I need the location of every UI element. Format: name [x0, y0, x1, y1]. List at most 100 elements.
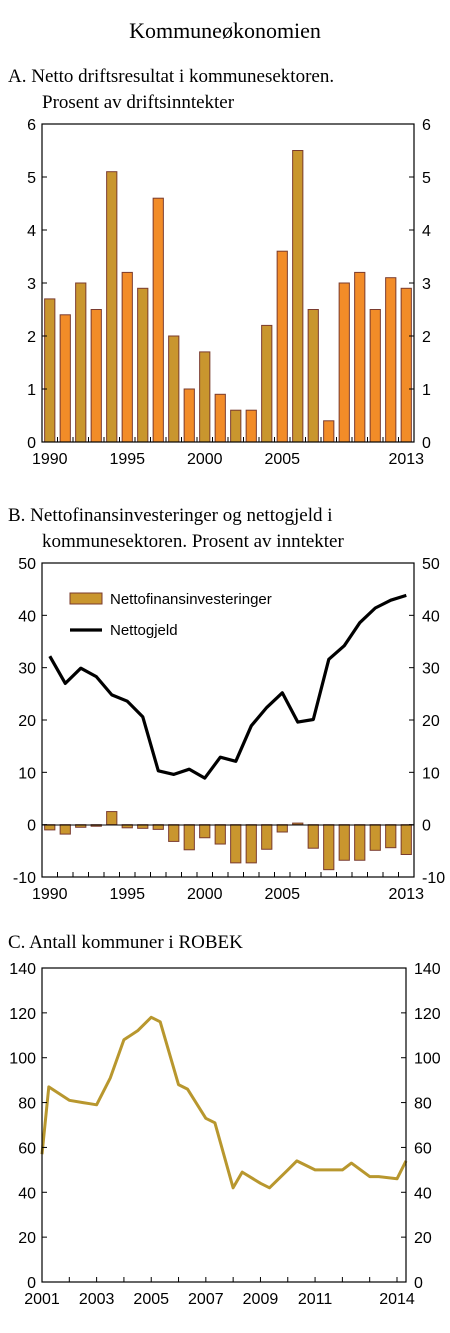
panel-b-bar	[261, 824, 273, 850]
panel-c-ytick-label-left: 0	[27, 1275, 36, 1292]
panel-b-bar	[214, 824, 226, 845]
panel-c-xtick-label: 2014	[379, 1291, 415, 1308]
panel-a-ytick-label-right: 1	[422, 382, 431, 399]
panel-a-bar	[75, 282, 87, 443]
panel-a-bar	[276, 250, 288, 443]
panel-b-bar	[106, 811, 118, 826]
panel-a-bar	[230, 409, 242, 443]
panel-c-ytick-label-left: 40	[18, 1185, 36, 1202]
panel-b-bar	[307, 824, 319, 849]
panel-a-title-line2: Prosent av driftsinntekter	[42, 92, 235, 113]
panel-b-bar	[230, 824, 242, 864]
panel-b-bar	[292, 822, 304, 826]
panel-c-ytick-label-right: 60	[414, 1140, 432, 1157]
panel-c-frame	[41, 967, 407, 1283]
panel-c-robek-line	[40, 1015, 408, 1190]
panel-b-ytick-label-right: 10	[422, 765, 440, 782]
panel-a-bar	[369, 309, 381, 443]
panel-b-axes: -10 -10 0 0 10 10 20 20 30 30 40 40 50 50 1990 1995 2000…	[13, 556, 445, 903]
panel-c-xtick-label: 2009	[243, 1291, 279, 1308]
panel-a-axes: 0 0 1 1 2 2 3 3 4 4 5 5 6 6 1990 1995 2000 2005 2013	[27, 117, 431, 468]
panel-a-ytick-label-left: 2	[27, 329, 36, 346]
panel-b-xtick-label: 1990	[32, 886, 68, 903]
panel-b-nettogjeld-line	[48, 593, 407, 780]
panel-b-bar	[323, 824, 335, 871]
legend-label-line: Nettogjeld	[110, 622, 178, 639]
panel-a-ytick-label-right: 6	[422, 117, 431, 134]
panel-a-xtick-label: 2005	[264, 451, 300, 468]
panel-b-bar	[369, 824, 381, 851]
panel-c-ytick-label-right: 140	[414, 961, 441, 978]
panel-a-ytick-label-right: 5	[422, 170, 431, 187]
panel-b-ytick-label-right: 0	[422, 818, 431, 835]
panel-c-ytick-label-right: 80	[414, 1096, 432, 1113]
panel-a-ytick-label-right: 3	[422, 276, 431, 293]
panel-a-bar	[183, 388, 195, 443]
panel-a-bar	[152, 197, 164, 443]
panel-b-ytick-label-left: 30	[18, 661, 36, 678]
panel-a-xtick-label: 1990	[32, 451, 68, 468]
panel-b-bar	[354, 824, 366, 861]
panel-a-bar	[261, 324, 273, 443]
panel-b-bar	[183, 824, 195, 851]
panel-c-xtick-label: 2001	[24, 1291, 60, 1308]
panel-c-ytick-label-right: 0	[414, 1275, 423, 1292]
panel-a-bar	[400, 287, 412, 443]
panel-b-ytick-label-left: -10	[13, 870, 36, 887]
panel-b-bar	[168, 824, 180, 842]
panel-a-bar	[214, 393, 226, 443]
panel-b-title-line2: kommunesektoren. Prosent av inntekter	[42, 531, 344, 552]
panel-b-ytick-label-right: 50	[422, 556, 440, 573]
panel-a-bar	[121, 271, 133, 443]
panel-a-ytick-label-left: 6	[27, 117, 36, 134]
panel-c-axes: 0 0 20 20 40 40 60 60 80 80 100 100 120 120 140 140 2001…	[9, 961, 441, 1308]
panel-b-xtick-label: 2013	[388, 886, 424, 903]
panel-b-bar	[199, 824, 211, 839]
panel-a-ytick-label-left: 0	[27, 435, 36, 452]
panel-c-ytick-label-right: 120	[414, 1006, 441, 1023]
panel-a-bar	[168, 335, 180, 443]
panel-a-ytick-label-right: 4	[422, 223, 431, 240]
figure-title: Kommuneøkonomien	[129, 18, 321, 43]
panel-b-ytick-label-right: 20	[422, 713, 440, 730]
panel-c-ytick-label-left: 60	[18, 1140, 36, 1157]
panel-b-bar	[276, 824, 288, 833]
panel-b-ytick-label-left: 20	[18, 713, 36, 730]
panel-a-ytick-label-left: 5	[27, 170, 36, 187]
panel-c-xtick-label: 2005	[133, 1291, 169, 1308]
panel-c-ytick-label-left: 140	[9, 961, 36, 978]
panel-a-xtick-label: 2013	[388, 451, 424, 468]
panel-b-bars	[44, 811, 412, 871]
panel-c-ytick-label-left: 80	[18, 1096, 36, 1113]
panel-a-bar	[199, 351, 211, 443]
panel-a: A. Netto driftsresultat i kommunesektore…	[8, 66, 431, 468]
panel-a-xtick-label: 2000	[187, 451, 223, 468]
panel-a-title-line1: A. Netto driftsresultat i kommunesektore…	[8, 66, 334, 87]
panel-b-title-line1: B. Nettofinansinvesteringer og nettogjel…	[8, 505, 333, 526]
panel-a-bar	[44, 298, 56, 443]
panel-c-xtick-label: 2003	[79, 1291, 115, 1308]
panel-c-ytick-label-left: 100	[9, 1051, 36, 1068]
legend-swatch-bar	[69, 592, 103, 605]
panel-a-bar	[59, 314, 71, 443]
panel-a-bar	[292, 150, 304, 443]
panel-b-legend: Nettofinansinvesteringer Nettogjeld	[69, 591, 272, 639]
panel-b-bar	[338, 824, 350, 861]
panel-b-bar	[400, 824, 412, 855]
panel-c-xtick-label: 2011	[298, 1291, 333, 1308]
panel-a-bar	[106, 171, 118, 443]
panel-a-ytick-label-right: 0	[422, 435, 431, 452]
panel-c-ytick-label-right: 100	[414, 1051, 441, 1068]
panel-b-ytick-label-left: 0	[27, 818, 36, 835]
panel-c-title-line1: C. Antall kommuner i ROBEK	[8, 932, 243, 953]
legend-label-bar: Nettofinansinvesteringer	[110, 591, 272, 608]
panel-a-bar	[307, 309, 319, 443]
panel-c-ytick-label-right: 40	[414, 1185, 432, 1202]
panel-b-ytick-label-right: -10	[422, 870, 445, 887]
panel-c: C. Antall kommuner i ROBEK 0 0 20 20 40 40 60 6…	[8, 932, 441, 1308]
panel-a-bar	[323, 420, 335, 443]
panel-a-bar	[90, 309, 102, 443]
panel-b-bar	[385, 824, 397, 849]
panel-c-xtick-label: 2007	[188, 1291, 224, 1308]
